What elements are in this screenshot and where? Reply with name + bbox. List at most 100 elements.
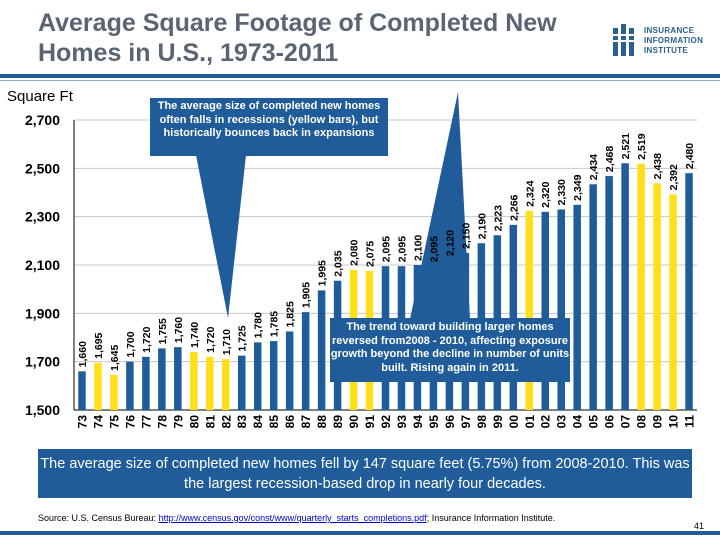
bar-79 [174,347,182,410]
source-prefix: Source: U.S. Census Bureau: [38,513,159,523]
y-tick-label: 1,500 [25,402,60,418]
x-tick-label-85: 85 [267,415,281,429]
page-title: Average Square Footage of Completed New … [38,9,557,67]
x-tick-label-83: 83 [235,415,249,429]
bar-06 [605,176,613,410]
value-label-99: 2,223 [492,205,504,231]
value-label-92: 2,095 [381,236,393,262]
y-tick-label: 2,700 [25,112,60,128]
x-tick-label-07: 07 [619,415,633,429]
x-tick-label-96: 96 [443,415,457,429]
x-tick-label-01: 01 [523,415,537,429]
value-label-89: 2,035 [333,250,345,276]
x-tick-label-08: 08 [635,415,649,429]
x-tick-label-81: 81 [203,415,217,429]
x-tick-label-99: 99 [491,415,505,429]
value-label-90: 2,080 [349,239,361,265]
bar-80 [190,352,198,410]
bar-78 [158,348,166,410]
source-suffix: ; Insurance Information Institute. [426,513,556,523]
callout-pointer-top [196,155,246,318]
y-tick-label: 2,300 [25,209,60,225]
bar-82 [222,359,230,410]
x-tick-label-91: 91 [363,415,377,429]
x-tick-label-92: 92 [379,415,393,429]
logo-line-2: INFORMATION [644,36,704,45]
x-tick-label-93: 93 [395,415,409,429]
x-tick-label-02: 02 [539,415,553,429]
value-label-80: 1,740 [189,322,201,348]
bar-07 [621,163,629,410]
value-label-06: 2,468 [604,146,616,172]
bar-84 [253,342,262,410]
iii-logo-icon [612,24,636,56]
iii-logo: INSURANCE INFORMATION INSTITUTE [612,20,712,64]
bar-73 [78,371,86,410]
value-label-79: 1,760 [173,317,185,343]
x-tick-label-00: 00 [507,415,521,429]
x-tick-label-09: 09 [651,415,665,429]
bar-76 [126,361,134,410]
logo-line-3: INSTITUTE [644,46,689,55]
recession-callout: The average size of completed new homes … [150,98,388,156]
value-label-98: 2,190 [476,213,488,239]
value-label-81: 1,720 [205,326,217,352]
y-tick-label: 1,700 [25,354,60,370]
value-label-86: 1,825 [285,301,297,327]
bar-75 [110,374,118,410]
y-tick-label: 1,900 [25,305,60,321]
value-label-83: 1,725 [237,325,249,351]
value-label-74: 1,695 [93,332,105,358]
value-label-84: 1,780 [253,312,265,338]
value-label-07: 2,521 [620,133,632,159]
x-tick-label-87: 87 [299,415,313,429]
value-label-85: 1,785 [269,311,281,337]
value-label-73: 1,660 [77,341,89,367]
x-tick-label-74: 74 [91,415,105,429]
x-tick-label-98: 98 [475,415,489,429]
x-tick-label-80: 80 [187,415,201,429]
value-label-03: 2,330 [556,179,568,205]
summary-banner: The average size of completed new homes … [38,449,692,498]
source-note: Source: U.S. Census Bureau: http://www.c… [38,513,555,523]
value-label-78: 1,755 [157,318,169,344]
x-tick-label-88: 88 [315,415,329,429]
x-tick-label-73: 73 [75,415,89,429]
x-tick-label-97: 97 [459,415,473,429]
source-link[interactable]: http://www.census.gov/const/www/quarterl… [158,513,427,523]
value-label-82: 1,710 [221,329,233,355]
x-tick-label-84: 84 [251,415,265,429]
x-tick-label-04: 04 [571,415,585,429]
x-tick-label-11: 11 [683,415,697,428]
x-tick-label-06: 06 [603,415,617,429]
bar-83 [237,355,246,410]
bar-04 [573,204,581,410]
value-label-05: 2,434 [588,154,600,180]
x-tick-label-95: 95 [427,415,441,429]
x-tick-label-79: 79 [171,415,185,429]
value-label-91: 2,075 [365,241,377,267]
value-label-93: 2,095 [396,236,408,262]
value-label-08: 2,519 [636,133,648,159]
header-rule-thin [0,80,720,81]
value-label-75: 1,645 [109,345,121,371]
value-label-04: 2,349 [572,174,584,200]
value-label-96: 2,120 [444,230,456,256]
x-tick-label-76: 76 [123,415,137,429]
value-label-97: 2,150 [460,222,472,248]
bar-74 [94,362,102,410]
bar-09 [653,183,661,410]
bar-85 [269,341,278,410]
x-tick-label-94: 94 [411,415,425,429]
x-tick-label-78: 78 [155,415,169,429]
value-label-00: 2,266 [508,194,520,220]
y-tick-label: 2,500 [25,160,60,176]
x-tick-label-90: 90 [347,415,361,429]
x-tick-label-77: 77 [139,415,153,429]
value-label-95: 2,095 [428,236,440,262]
value-label-11: 2,480 [684,143,696,169]
bar-87 [301,312,310,410]
value-label-02: 2,320 [540,181,552,207]
value-label-94: 2,100 [412,235,424,261]
bar-01 [525,210,534,410]
